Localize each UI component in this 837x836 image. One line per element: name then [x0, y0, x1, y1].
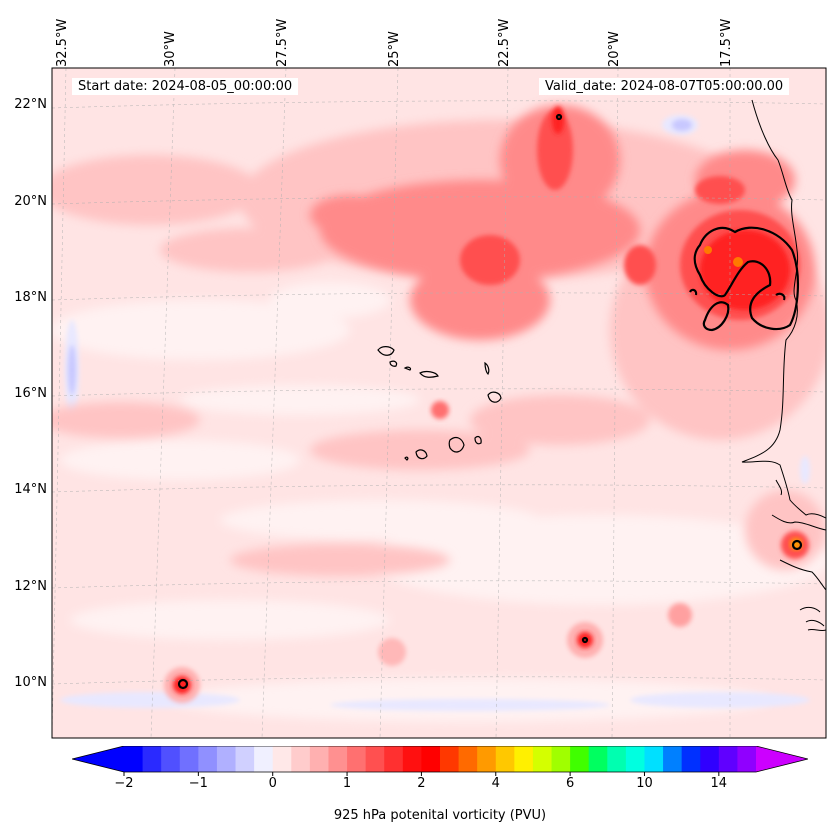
colorbar-segment [570, 746, 590, 772]
pv-maximum [378, 638, 406, 666]
colorbar-segment [551, 746, 571, 772]
graticule [52, 68, 826, 738]
colorbar-ticks: −2 −1 0 1 2 4 6 10 14 [72, 776, 808, 794]
colorbar-tick-label: 2 [417, 776, 426, 791]
colorbar-segment [347, 746, 367, 772]
colorbar-segment [142, 746, 162, 772]
valid-date-label: Valid_date: 2024-08-07T05:00:00.00 [539, 78, 790, 95]
pv-field-core [552, 106, 790, 310]
lat-label: 12°N [14, 579, 47, 594]
colorbar-segment [384, 746, 404, 772]
lat-label: 16°N [14, 386, 47, 401]
colorbar-segment [328, 746, 348, 772]
colorbar-tick-label: 4 [491, 776, 500, 791]
lat-label: 14°N [14, 482, 47, 497]
colorbar-segment [440, 746, 460, 772]
colorbar-under-arrow [72, 746, 124, 772]
colorbar-segment [235, 746, 255, 772]
pv-maximum [173, 676, 191, 694]
colorbar-tick-label: 0 [268, 776, 277, 791]
colorbar: −2 −1 0 1 2 4 6 10 14 925 hPa potenital vorticit… [72, 746, 808, 826]
colorbar-tick-label: 1 [342, 776, 352, 791]
coastlines [741, 99, 826, 632]
colorbar-segment [254, 746, 274, 772]
lat-label: 18°N [14, 290, 47, 305]
pv-maximum [577, 632, 593, 648]
colorbar-tick-label: 6 [565, 776, 575, 791]
lat-label: 10°N [14, 675, 47, 690]
colorbar-segment [663, 746, 683, 772]
colorbar-segment [477, 746, 497, 772]
pv-maximum [431, 401, 449, 419]
pv-maximum [668, 603, 692, 627]
colorbar-segment [495, 746, 515, 772]
colorbar-segment [625, 746, 645, 772]
colorbar-segment [179, 746, 199, 772]
colorbar-over-arrow [756, 746, 808, 772]
colorbar-segment [644, 746, 664, 772]
colorbar-segment [421, 746, 441, 772]
colorbar-tick-label: −2 [114, 776, 134, 791]
start-date-label: Start date: 2024-08-05_00:00:00 [72, 78, 299, 95]
lat-label: 22°N [14, 97, 47, 112]
colorbar-segment [458, 746, 478, 772]
colorbar-segment [607, 746, 627, 772]
map-frame [51, 67, 827, 739]
pv-field-negative [60, 115, 810, 711]
pv-maximum [733, 257, 743, 267]
pv-maxima [164, 246, 809, 703]
colorbar-segment [309, 746, 329, 772]
colorbar-segment [737, 746, 757, 772]
pv-maximum [704, 246, 712, 254]
colorbar-segment [161, 746, 181, 772]
colorbar-tick-label: −1 [188, 776, 208, 791]
colorbar-segment [588, 746, 608, 772]
colorbar-segment [198, 746, 218, 772]
colorbar-segment [124, 746, 144, 772]
colorbar-segment [718, 746, 738, 772]
colorbar-segment [272, 746, 292, 772]
colorbar-tick-label: 10 [636, 776, 653, 791]
colorbar-segment [532, 746, 553, 772]
colorbar-segment [700, 746, 720, 772]
colorbar-label: 925 hPa potenital vorticity (PVU) [333, 808, 547, 823]
colorbar-segment [216, 746, 237, 772]
lat-label: 20°N [14, 194, 47, 209]
cape-verde-islands [377, 346, 502, 461]
pv-contours [177, 113, 803, 690]
colorbar-bar [72, 746, 808, 776]
pv-field-negative-core [68, 119, 692, 395]
colorbar-segment [514, 746, 534, 772]
colorbar-segment [402, 746, 422, 772]
colorbar-tick-label: 14 [710, 776, 728, 791]
colorbar-segment [365, 746, 385, 772]
colorbar-segment [291, 746, 311, 772]
colorbar-segment [681, 746, 701, 772]
